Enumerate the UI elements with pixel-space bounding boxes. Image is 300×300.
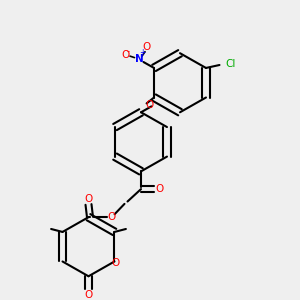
Text: O: O <box>122 50 130 60</box>
Text: O: O <box>107 212 115 222</box>
Text: O: O <box>145 100 153 110</box>
Text: Cl: Cl <box>226 59 236 69</box>
Text: O: O <box>142 42 151 52</box>
Text: O: O <box>84 290 93 300</box>
Text: O: O <box>84 194 93 204</box>
Text: O: O <box>156 184 164 194</box>
Text: +: + <box>139 48 145 57</box>
Text: -: - <box>127 47 130 56</box>
Text: N: N <box>135 54 143 64</box>
Text: O: O <box>112 258 120 268</box>
